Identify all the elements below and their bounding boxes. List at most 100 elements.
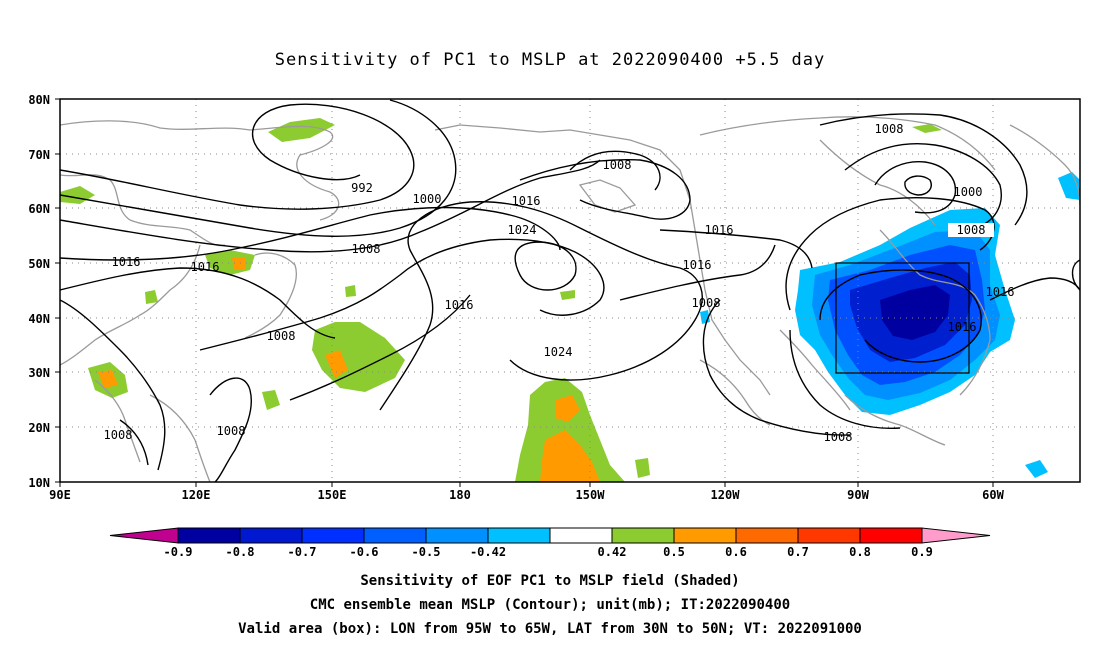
negative-sensitivity-east [1058,172,1080,200]
colorbar: -0.9 -0.8 -0.7 -0.6 -0.5 -0.42 0.42 0.5 0.6 0.7 0.… [109,527,991,559]
colorbar-label: 0.5 [663,545,685,559]
valid-area-box [835,262,970,374]
colorbar-right-triangle [921,527,991,544]
contour-label: 1016 [191,260,220,274]
plot-title: Sensitivity of PC1 to MSLP at 2022090400… [274,50,826,70]
colorbar-label: 0.9 [911,545,933,559]
contour-line [379,201,703,411]
contour-label: 1008 [267,329,296,343]
colorbar-label: -0.5 [412,545,441,559]
contour-line [789,329,901,430]
negative-sensitivity-south [1025,460,1048,478]
lon-label: 90W [847,488,869,502]
contour-line [819,269,982,363]
contour-label: 1016 [512,194,541,208]
contour-label: 1008 [875,122,904,136]
contour-line [119,419,149,466]
colorbar-label: -0.6 [350,545,379,559]
positive-sensitivity-west-pacific-core [325,350,348,378]
lon-label: 60W [982,488,1004,502]
contour-line [844,143,1002,229]
colorbar-label: -0.7 [288,545,317,559]
colorbar-segment [673,527,737,544]
contour-line [60,99,457,237]
graticule [60,99,1080,482]
contour-labels: 992 1000 1016 1008 1016 1016 1024 1008 1… [104,122,1015,444]
lat-label: 40N [28,312,50,326]
colorbar-segment [363,527,427,544]
positive-sensitivity-japan-core [232,258,245,270]
contour-label: 1008 [352,242,381,256]
contour-line [519,158,691,220]
contour-line [199,238,605,351]
contour-label: 1016 [705,223,734,237]
positive-sensitivity-small-3 [345,285,356,297]
colorbar-segment [797,527,861,544]
positive-sensitivity-central-pacific-upper [555,395,580,422]
positive-sensitivity-small-2 [262,390,280,410]
contour-label: 1008 [217,424,246,438]
contour-line [60,159,601,253]
lat-label: 20N [28,421,50,435]
latitude-labels: 80N 70N 60N 50N 40N 30N 20N 10N [28,93,50,490]
contour-line [60,299,166,471]
longitude-labels: 90E 120E 150E 180 150W 120W 90W 60W [49,488,1004,502]
colorbar-segment [239,527,303,544]
contour-label: 1008 [104,428,133,442]
contour-label: 1016 [112,255,141,269]
svg-text:1008: 1008 [957,223,986,237]
contour-label: 992 [351,181,373,195]
positive-sensitivity-bering [268,118,335,142]
contour-label: 1008 [692,296,721,310]
lat-label: 30N [28,366,50,380]
contour-label: 1024 [508,223,537,237]
shaded-regions [60,118,1080,482]
colorbar-label: 0.6 [725,545,747,559]
contour-line [819,113,1028,226]
contour-line [702,299,851,436]
colorbar-label: 0.7 [787,545,809,559]
colorbar-segment [735,527,799,544]
contour-line [569,150,661,191]
lat-label: 60N [28,202,50,216]
axis-ticks [55,98,994,487]
contour-line [1071,259,1080,291]
contour-line [659,229,813,269]
contour-line [60,103,415,210]
contour-line [904,175,932,196]
colorbar-label: -0.42 [470,545,506,559]
map-frame [59,98,1081,483]
lon-label: 90E [49,488,71,502]
contour-line [785,197,995,311]
contour-label: 1008 [824,430,853,444]
lat-label: 50N [28,257,50,271]
lon-label: 120W [711,488,741,502]
positive-sensitivity-asia-small [60,186,95,204]
positive-sensitivity-china-core [98,370,118,388]
contour-line [989,277,1080,301]
contour-line [289,294,471,401]
contour-label: 1000 [954,185,983,199]
negative-sensitivity-deep [880,285,950,340]
colorbar-label: -0.8 [226,545,255,559]
contour-label: 1016 [948,320,977,334]
positive-sensitivity-small-4 [560,290,575,300]
caption-line-3: Valid area (box): LON from 95W to 65W, L… [238,621,862,637]
colorbar-left-triangle [109,527,179,544]
mslp-contours [60,99,1080,482]
contour-line [209,377,252,482]
positive-sensitivity-central-pacific-core [540,430,600,482]
contour-line [619,244,776,301]
colorbar-segment [425,527,489,544]
colorbar-segment [611,527,675,544]
colorbar-segment [487,527,551,544]
positive-sensitivity-greenland [912,124,942,133]
positive-sensitivity-small-1 [145,290,158,304]
contour-line [514,241,577,291]
lat-label: 80N [28,93,50,107]
contour-line [60,206,561,261]
contour-label: 1024 [544,345,573,359]
contour-label: 1016 [986,285,1015,299]
positive-sensitivity-pacific-tail [635,458,650,478]
